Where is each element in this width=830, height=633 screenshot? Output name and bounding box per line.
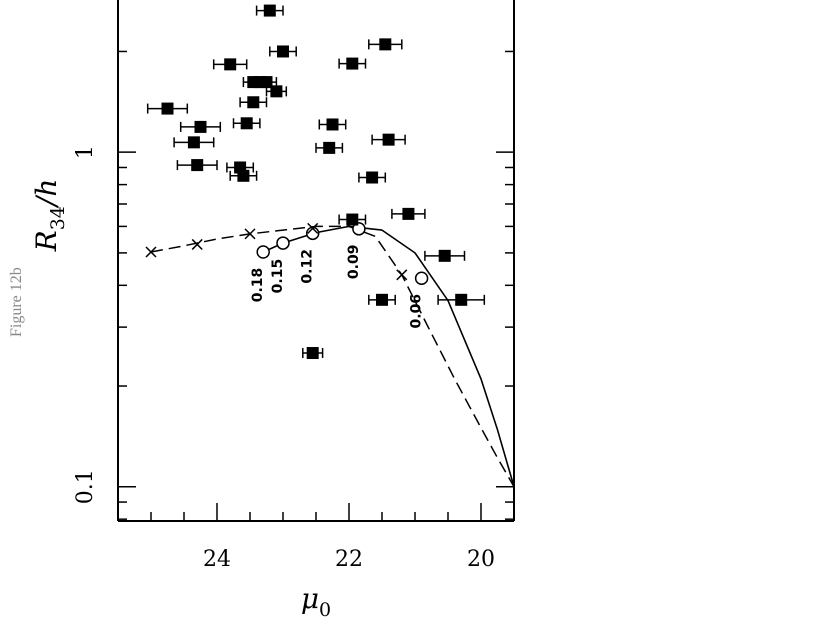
data-point-marker — [376, 293, 388, 306]
x-axis-title: μ0 — [301, 582, 331, 621]
data-point — [302, 347, 324, 360]
data-point — [368, 293, 396, 306]
data-point — [212, 58, 248, 71]
model-curves — [145, 222, 515, 488]
data-point-marker — [326, 118, 339, 131]
model-cross-marker — [244, 228, 256, 240]
data-point — [173, 136, 215, 149]
data-point — [265, 85, 288, 98]
y-axis-title: R34/h — [30, 179, 69, 253]
solid-model-curve — [262, 225, 515, 487]
model-circle-marker — [352, 222, 366, 236]
model-circle-marker — [256, 245, 270, 259]
data-point — [229, 169, 258, 182]
data-point — [368, 38, 403, 51]
data-point — [232, 117, 261, 130]
data-point — [176, 159, 218, 172]
data-point — [338, 57, 367, 70]
y-tick-label: 1 — [73, 145, 98, 159]
data-point-marker — [263, 4, 276, 17]
data-point-marker — [346, 213, 359, 226]
data-point — [146, 102, 189, 115]
model-cross-marker — [396, 269, 408, 281]
data-point-marker — [455, 293, 468, 306]
data-point-marker — [191, 159, 204, 172]
data-point — [358, 171, 387, 184]
data-point — [371, 133, 406, 146]
data-point — [338, 213, 367, 226]
y-tick-label: 0.1 — [73, 469, 98, 504]
data-point — [391, 207, 426, 220]
data-point-marker — [306, 347, 319, 360]
data-point — [179, 120, 222, 133]
data-point-marker — [187, 136, 200, 149]
data-point — [255, 4, 284, 17]
data-point — [424, 249, 466, 262]
axis-labels: 1 0.1 24 22 20 μ0 R34/h 0.18 0.15 0.12 0.09 0.06 — [30, 145, 495, 621]
dashed-model-curve — [150, 225, 515, 488]
data-point-marker — [260, 76, 273, 89]
data-point-marker — [240, 117, 253, 130]
data-point-marker — [247, 96, 260, 109]
data-point-marker — [366, 171, 379, 184]
circle-value-label: 0.15 — [270, 259, 286, 294]
data-point — [315, 141, 344, 154]
circle-value-label: 0.06 — [409, 294, 425, 329]
data-point-marker — [323, 141, 336, 154]
data-point-marker — [224, 58, 237, 71]
data-point-marker — [346, 57, 359, 70]
x-tick-label: 24 — [203, 547, 231, 572]
data-point-marker — [379, 38, 392, 51]
data-point-marker — [438, 249, 451, 262]
data-point-marker — [382, 133, 395, 146]
data-point-marker — [402, 207, 415, 220]
model-circle-marker — [276, 236, 290, 250]
axes — [117, 0, 515, 522]
data-point — [269, 45, 297, 58]
x-tick-label: 20 — [467, 547, 495, 572]
data-point-marker — [270, 85, 283, 98]
circle-value-label: 0.12 — [300, 249, 316, 284]
x-tick-label: 22 — [335, 547, 363, 572]
model-cross-marker — [145, 246, 157, 258]
circle-value-label: 0.09 — [346, 245, 362, 280]
model-circle-marker — [414, 271, 429, 285]
data-point-marker — [237, 169, 250, 182]
model-cross-marker — [307, 222, 319, 234]
model-cross-marker — [191, 238, 203, 250]
data-point — [318, 118, 347, 131]
data-point-marker — [194, 120, 207, 133]
data-point-marker — [277, 45, 289, 58]
circle-value-label: 0.18 — [250, 268, 266, 303]
data-point-marker — [161, 102, 174, 115]
data-points — [146, 4, 486, 360]
data-point — [239, 96, 268, 109]
data-point — [437, 293, 486, 306]
